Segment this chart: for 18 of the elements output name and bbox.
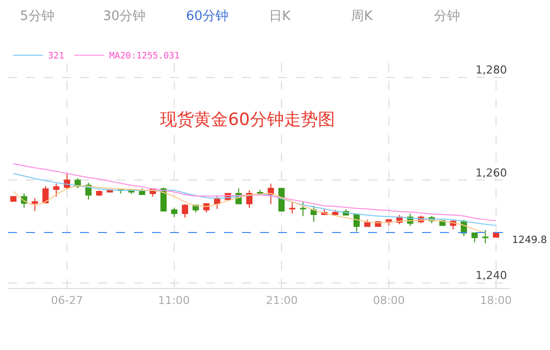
text: 现货黄金60分钟走势图	[160, 110, 335, 130]
x-tick-label: 08:00	[373, 294, 405, 307]
x-tick-label: 06-27	[51, 294, 83, 307]
text: 60分钟	[186, 9, 229, 24]
x-tick-label: 11:00	[158, 294, 190, 307]
y-tick-label: 1,280	[476, 64, 507, 77]
legend-label: MA20:1255.031	[109, 52, 180, 62]
y-tick-label: 1,240	[476, 269, 507, 282]
ref-line-label: 1249.8	[512, 235, 547, 246]
text: 周K	[351, 9, 373, 24]
x-tick-label: 21:00	[266, 294, 298, 307]
x-tick-label: 18:00	[480, 294, 512, 307]
legend-label: 321	[48, 52, 64, 62]
text: 30分钟	[103, 9, 146, 24]
text: 日K	[269, 9, 291, 24]
text: 5分钟	[20, 9, 54, 24]
y-tick-label: 1,260	[476, 166, 507, 180]
text: 分钟	[434, 9, 460, 24]
